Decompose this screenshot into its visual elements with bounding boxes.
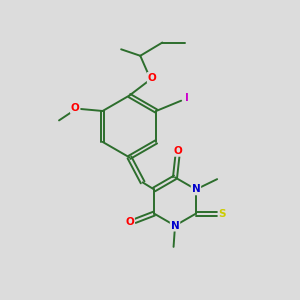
- Text: O: O: [71, 103, 80, 113]
- Text: O: O: [125, 217, 134, 227]
- Text: N: N: [192, 184, 200, 194]
- Text: O: O: [148, 73, 156, 83]
- Text: I: I: [184, 93, 188, 103]
- Text: O: O: [173, 146, 182, 156]
- Text: S: S: [219, 208, 226, 219]
- Text: N: N: [171, 221, 179, 231]
